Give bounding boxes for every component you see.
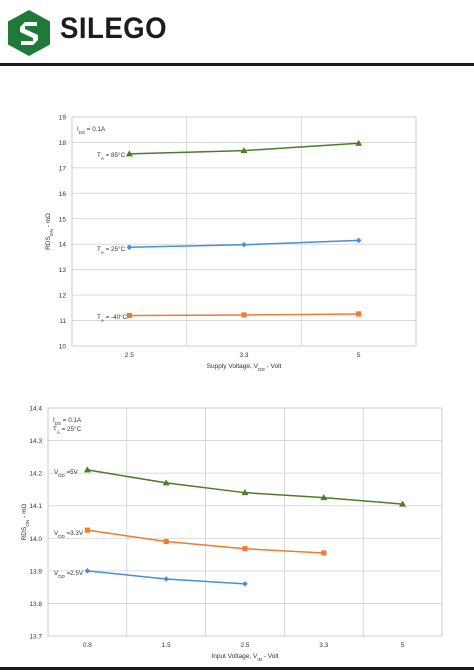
y-tick-label: 10	[59, 344, 67, 351]
x-tick-label: 2.5	[240, 642, 249, 649]
y-tick-label: 11	[59, 318, 66, 325]
y-tick-label: 14.0	[29, 536, 42, 543]
x-axis-label: Input Voltage, VIN - Volt	[211, 653, 278, 662]
y-tick-label: 18	[59, 140, 67, 147]
series-label: TA = -40°C	[97, 313, 128, 323]
data-point	[241, 241, 247, 248]
data-point	[163, 538, 169, 545]
x-tick-label: 5	[401, 642, 405, 649]
data-point	[126, 244, 133, 251]
data-point	[241, 489, 249, 496]
data-point	[355, 237, 362, 244]
data-point	[162, 479, 170, 486]
data-point	[355, 139, 363, 146]
y-axis-label: RDSON - mΩ	[21, 503, 30, 540]
data-point	[126, 312, 132, 319]
series-0	[125, 139, 363, 157]
series-label: VDD =2.5V	[54, 570, 84, 579]
data-point	[163, 576, 169, 582]
x-tick-label: 2.5	[125, 352, 134, 359]
y-tick-label: 12	[59, 293, 67, 300]
x-tick-label: 0.8	[83, 642, 92, 649]
x-tick-label: 5	[357, 352, 361, 359]
y-tick-label: 16	[59, 191, 67, 198]
data-point	[240, 147, 248, 154]
series-2	[126, 311, 362, 319]
page-header: SILEGO	[0, 0, 474, 66]
data-point	[83, 466, 91, 473]
y-tick-label: 13.7	[29, 634, 42, 641]
footer-divider	[0, 667, 474, 670]
series-1	[84, 527, 327, 556]
annotation-ids: IDS = 0.1A	[77, 126, 106, 135]
series-line	[87, 469, 403, 505]
annotation-ta: TA = 25°C	[53, 425, 82, 435]
series-label: VDD =3.3V	[54, 530, 84, 539]
data-point	[242, 546, 248, 552]
header-divider	[0, 63, 474, 66]
y-axis-label: RDSON - mΩ	[45, 213, 54, 250]
series-1	[126, 237, 362, 251]
x-axis-label: Supply Voltage, VDD - Volt	[207, 363, 282, 372]
data-point	[84, 527, 90, 533]
data-point	[241, 312, 247, 318]
data-point	[320, 494, 328, 501]
y-tick-label: 14.4	[29, 406, 42, 413]
series-line	[87, 529, 324, 554]
series-label: VDD =5V	[54, 469, 79, 478]
silego-logo-icon	[8, 10, 50, 56]
y-tick-label: 14.2	[29, 471, 42, 478]
data-point	[242, 581, 248, 587]
y-tick-label: 14.3	[29, 438, 42, 445]
series-0	[83, 466, 407, 507]
x-tick-label: 3.3	[239, 352, 248, 359]
y-tick-label: 15	[59, 216, 67, 223]
annotation-ids: IDS = 0.1A	[53, 417, 82, 426]
y-tick-label: 14	[59, 242, 67, 249]
y-tick-label: 13.8	[29, 601, 42, 608]
data-point	[321, 550, 327, 556]
data-point	[84, 568, 91, 574]
rdson-vs-supply-voltage-chart: 10 11 12 13 14 15 16 17 18 19 2.5 3.3 5 Supply Voltag…	[45, 115, 417, 372]
data-point	[125, 150, 133, 157]
brand-name: SILEGO	[60, 12, 168, 45]
y-tick-label: 13.9	[29, 568, 42, 575]
data-point	[356, 311, 362, 317]
plot-area	[47, 407, 443, 637]
y-tick-label: 13	[59, 267, 67, 274]
data-point	[399, 500, 407, 507]
y-tick-label: 14.1	[29, 503, 42, 510]
x-tick-label: 1.5	[162, 642, 171, 649]
series-label: TA = 85°C	[97, 151, 126, 161]
y-tick-label: 17	[59, 165, 67, 172]
y-tick-label: 19	[59, 115, 67, 122]
series-label: TA = 25°C	[97, 245, 126, 255]
rdson-vs-input-voltage-chart: 13.7 13.8 13.9 14.0 14.1 14.2 14.3 14.4 0.8 1.5 2.…	[21, 406, 443, 662]
x-tick-label: 3.3	[319, 642, 328, 649]
